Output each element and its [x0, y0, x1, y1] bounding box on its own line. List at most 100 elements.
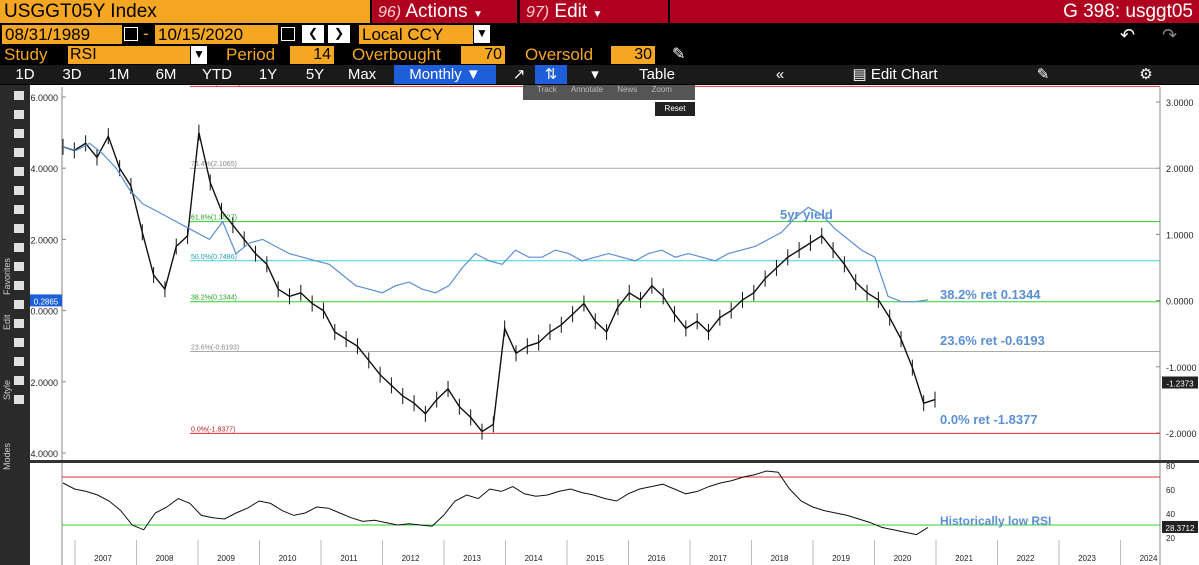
reset-button[interactable]: Reset — [655, 102, 695, 116]
line-tool-icon[interactable] — [14, 148, 24, 157]
tab-ytd[interactable]: YTD — [202, 66, 232, 83]
eraser-icon[interactable] — [14, 281, 24, 290]
bar-chart-icon[interactable]: ⇅ — [535, 65, 567, 84]
date-separator: - — [143, 24, 149, 43]
rsi-tick-label: 60 — [1166, 486, 1175, 495]
tab-max[interactable]: Max — [347, 66, 377, 83]
ret236-annotation: 23.6% ret -0.6193 — [940, 333, 1045, 348]
overbought-input[interactable]: 70 — [461, 46, 505, 64]
favorites-label: Favorites — [2, 257, 12, 295]
fib-icon[interactable] — [14, 205, 24, 214]
x-tick-label: 2020 — [894, 554, 912, 563]
left-tick-label: -4.0000 — [30, 449, 58, 459]
table-button[interactable]: Table — [639, 66, 675, 83]
ticker-field[interactable]: USGGT05Y Index — [0, 0, 370, 23]
tab-3d[interactable]: 3D — [62, 66, 82, 83]
period-label: Period — [226, 45, 276, 64]
x-tick-label: 2010 — [279, 554, 297, 563]
x-tick-label: 2015 — [586, 554, 604, 563]
gear-icon[interactable]: ⚙ — [1139, 66, 1153, 83]
edit-section-label: Edit — [2, 314, 12, 330]
annotate-tool[interactable]: Annotate — [570, 85, 603, 94]
oversold-input[interactable]: 30 — [611, 46, 655, 64]
x-tick-label: 2014 — [525, 554, 543, 563]
chevron-down-icon[interactable]: ▾ — [591, 66, 599, 83]
x-tick-label: 2011 — [340, 554, 358, 563]
zoom-tool[interactable]: Zoom — [651, 85, 672, 94]
yield-series — [62, 142, 929, 303]
edit-chart-button[interactable]: ▤ Edit Chart — [840, 65, 950, 84]
tab-1d[interactable]: 1D — [15, 66, 35, 83]
edit-menu-button[interactable]: 97) Edit ▼ — [520, 0, 668, 23]
start-date-field[interactable]: 08/31/1989 — [2, 25, 122, 44]
x-tick-label: 2013 — [463, 554, 481, 563]
x-tick-label: 2019 — [832, 554, 850, 563]
undo-icon[interactable]: ↶ — [1120, 25, 1136, 45]
arrow-icon[interactable] — [14, 243, 24, 252]
current-left-box — [30, 294, 62, 307]
shape-icon[interactable] — [14, 319, 24, 328]
settings-edit-icon[interactable]: ✎ — [1036, 66, 1050, 83]
news-tool[interactable]: News — [617, 85, 638, 94]
chevron-down-icon[interactable]: ▼ — [191, 46, 207, 64]
tab-1y[interactable]: 1Y — [258, 66, 278, 83]
pen-icon[interactable] — [14, 110, 24, 119]
fib-level-label: 76.4%(2.1065) — [191, 161, 237, 168]
cursor-icon[interactable] — [14, 91, 24, 100]
ret382-annotation: 38.2% ret 0.1344 — [940, 287, 1041, 302]
square-icon[interactable] — [14, 338, 24, 347]
range-tabs — [0, 65, 1199, 84]
fib-level-label: 23.6%(-0.6193) — [191, 345, 239, 352]
chart-panel[interactable]: 6.0000 4.0000 2.0000 0.0000 -2.0000 -4.0000 3.… — [30, 85, 1199, 565]
calendar-icon[interactable] — [281, 27, 295, 41]
chevron-left-icon[interactable]: ❮ — [302, 25, 324, 43]
trash-icon[interactable] — [14, 300, 24, 309]
left-tick-label: 4.0000 — [30, 164, 58, 174]
oversold-label: Oversold — [525, 45, 594, 64]
calendar-icon[interactable] — [124, 27, 138, 41]
chevron-right-icon[interactable]: ❯ — [328, 25, 350, 43]
actions-menu-button[interactable]: 96) Actions ▼ — [372, 0, 517, 23]
rsi-tick-label: 80 — [1166, 462, 1175, 471]
actions-shortcut: 96) — [378, 4, 402, 21]
magnet-icon[interactable] — [14, 376, 24, 385]
track-tool[interactable]: Track — [537, 85, 557, 94]
gear-icon[interactable] — [14, 395, 24, 404]
left-tick-label: 6.0000 — [30, 93, 58, 103]
edit-label: Edit — [554, 1, 588, 22]
tab-5y[interactable]: 5Y — [305, 66, 325, 83]
collapse-icon[interactable]: « — [775, 66, 785, 83]
x-tick-label: 2008 — [156, 554, 174, 563]
end-date-field[interactable]: 10/15/2020 — [155, 25, 278, 44]
lock-icon[interactable] — [14, 357, 24, 366]
chevron-down-icon[interactable]: ▼ — [474, 25, 490, 43]
brush-icon[interactable] — [14, 129, 24, 138]
pencil-icon[interactable]: ✎ — [672, 46, 686, 63]
trend-icon[interactable] — [14, 167, 24, 176]
redo-icon[interactable]: ↷ — [1162, 25, 1178, 45]
study-select[interactable]: RSI — [68, 46, 190, 64]
fib-level-label: 61.8%(1.3527) — [191, 215, 237, 222]
rsi-tick-label: 20 — [1166, 534, 1175, 543]
tab-1m[interactable]: 1M — [108, 66, 130, 83]
yield-annotation: 5yr yield — [780, 207, 833, 222]
marker-icon[interactable] — [14, 224, 24, 233]
period-input[interactable]: 14 — [290, 46, 334, 64]
ruler-icon[interactable] — [14, 262, 24, 271]
x-tick-label: 2007 — [94, 554, 112, 563]
chevron-down-icon: ▼ — [592, 9, 603, 20]
right-tick-label: 0.0000 — [1166, 297, 1194, 307]
study-label: Study — [4, 45, 48, 64]
rsi-tick-label: 40 — [1166, 510, 1175, 519]
price-chart[interactable]: 6.0000 4.0000 2.0000 0.0000 -2.0000 -4.0000 3.… — [30, 85, 1199, 565]
fib-level-label: 38.2%(0.1344) — [191, 295, 237, 302]
chart-toolbar: Track Annotate News Zoom — [523, 85, 695, 100]
x-tick-label: 2021 — [955, 554, 973, 563]
edit-shortcut: 97) — [526, 4, 550, 21]
currency-select[interactable]: Local CCY — [359, 25, 473, 44]
tab-6m[interactable]: 6M — [155, 66, 177, 83]
rsi-series — [62, 470, 929, 536]
text-icon[interactable] — [14, 186, 24, 195]
frequency-select[interactable]: Monthly ▼ — [394, 65, 496, 84]
line-chart-icon[interactable]: ↗ — [512, 66, 526, 83]
